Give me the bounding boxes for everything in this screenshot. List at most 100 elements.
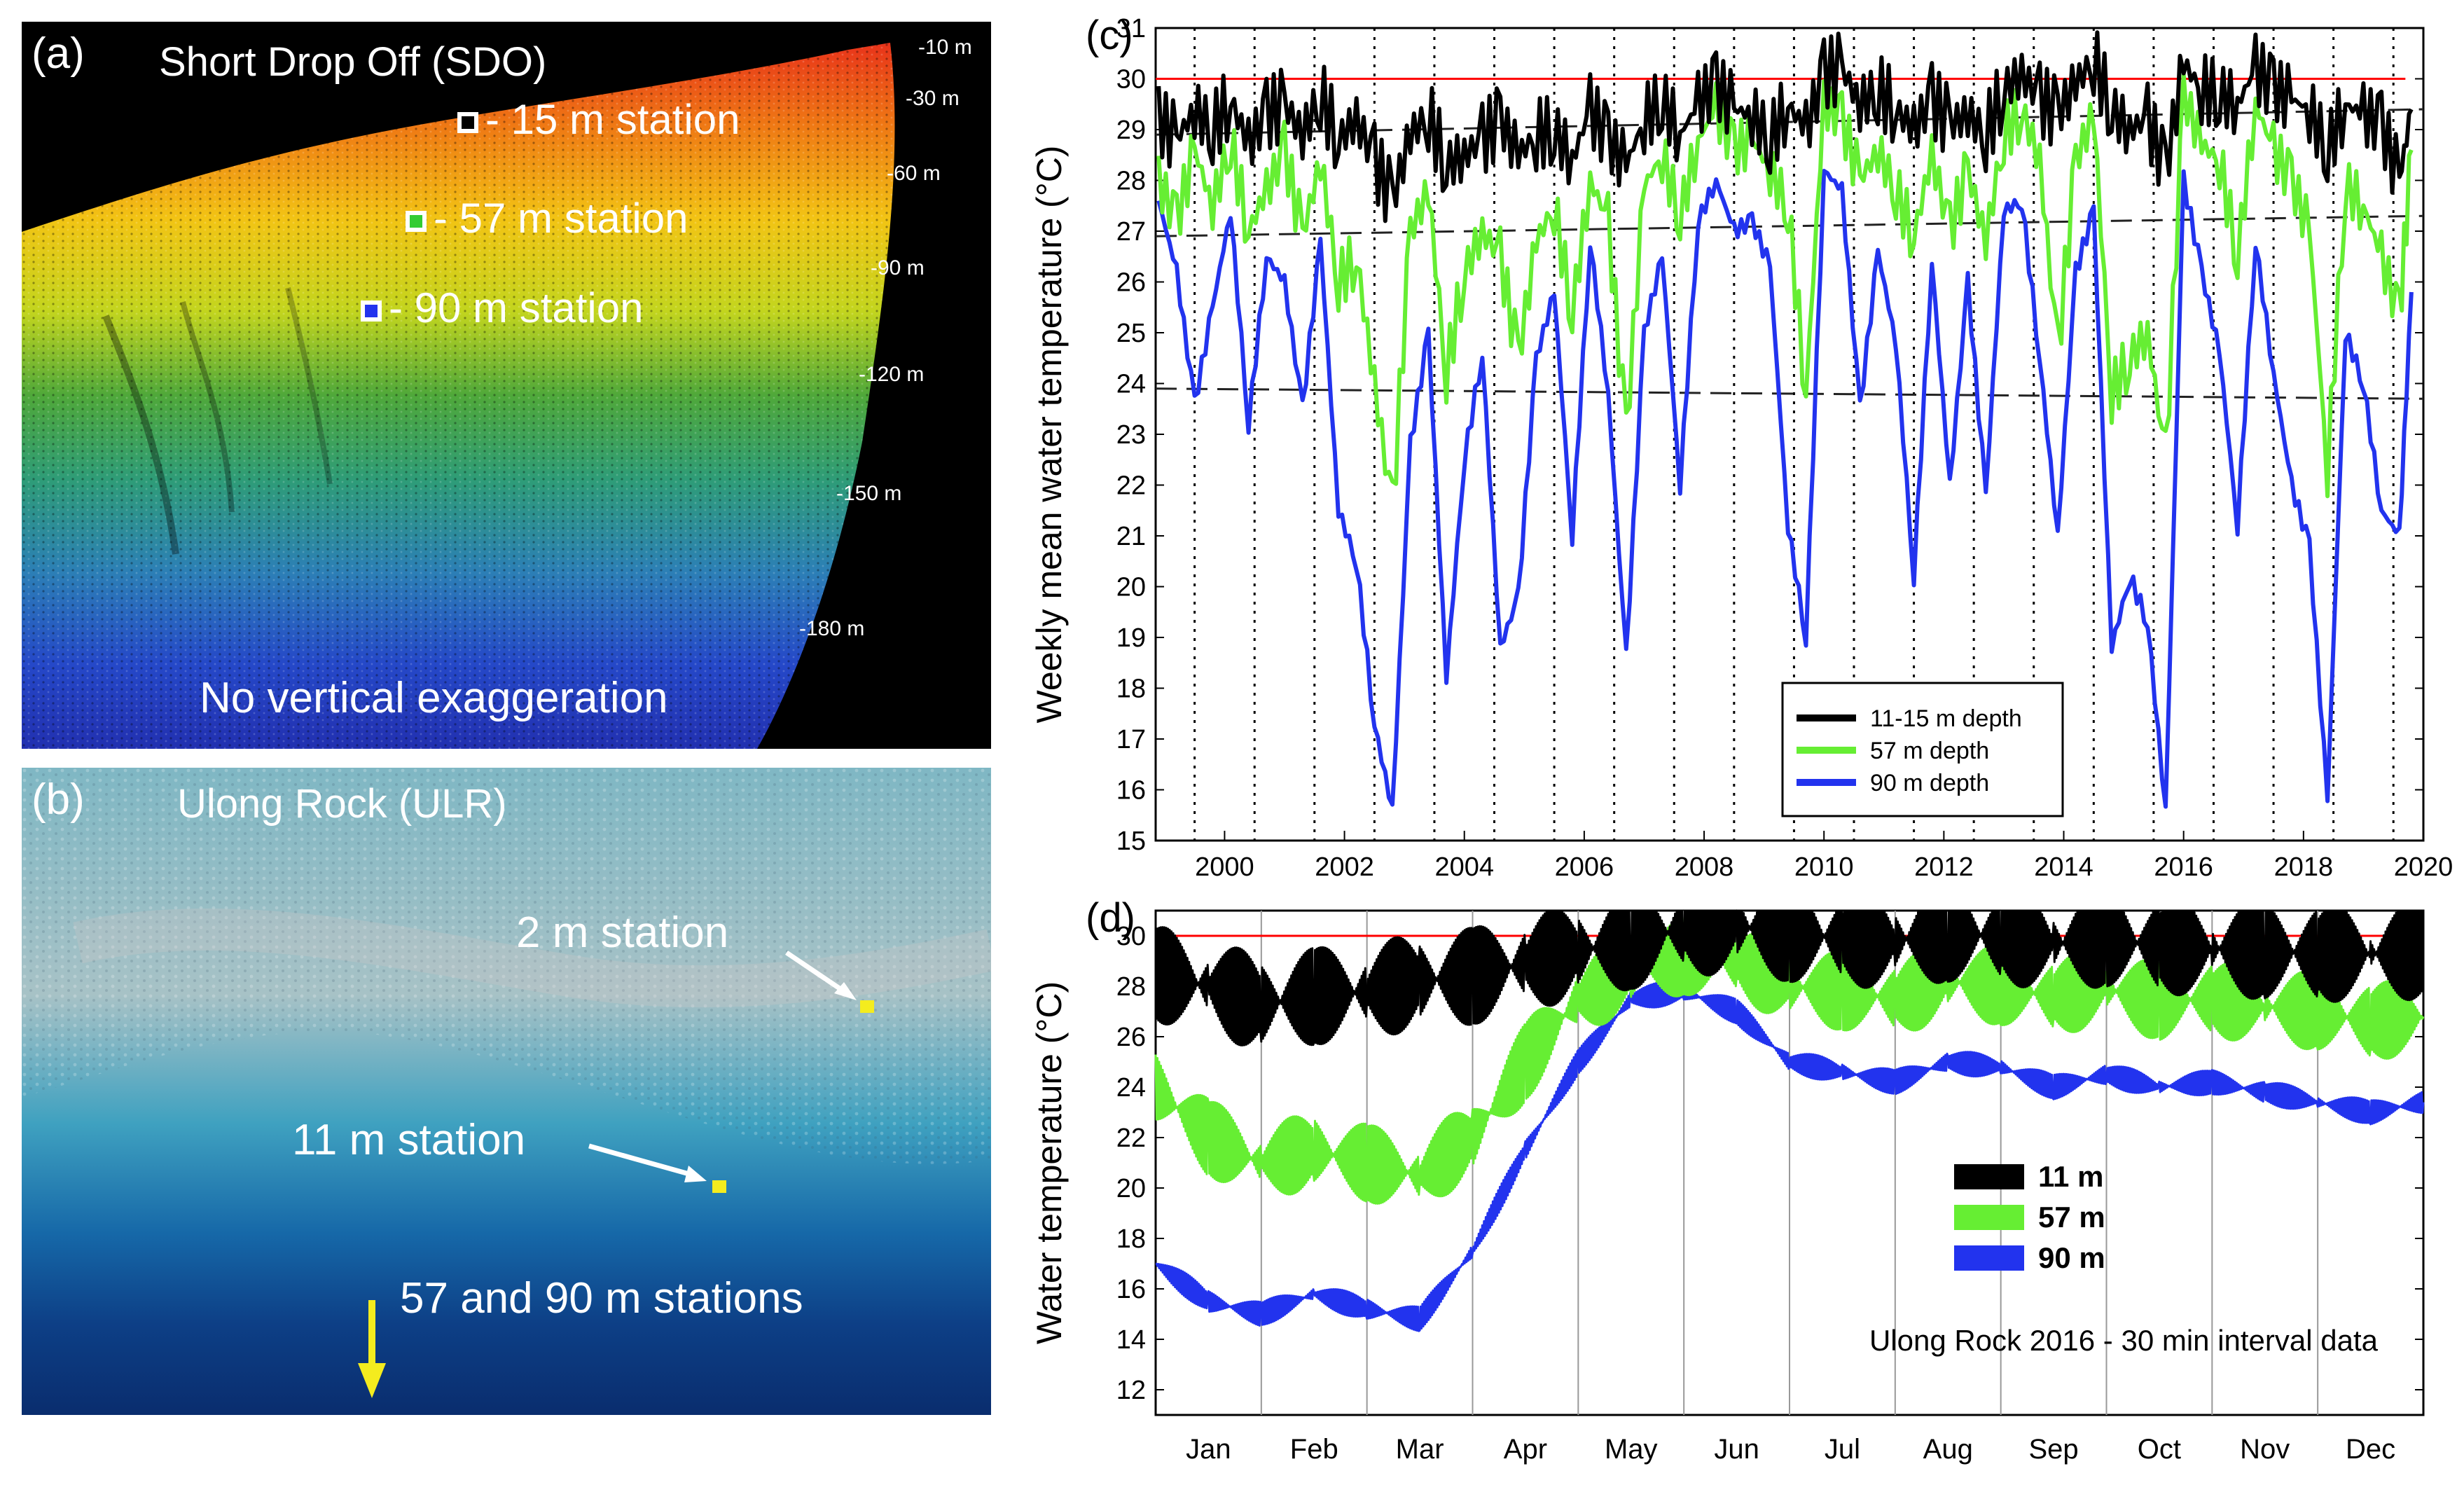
x-tick-label: Dec xyxy=(2346,1434,2395,1465)
legend-entry: 11 m xyxy=(2038,1160,2103,1193)
y-tick-label: 26 xyxy=(1116,1023,1146,1052)
y-tick-label: 30 xyxy=(1116,65,1146,95)
series-line-11-15-m-depth xyxy=(1156,30,2414,223)
legend-swatch xyxy=(1954,1164,2024,1189)
station-11m-label: 11 m station xyxy=(292,1116,526,1164)
y-tick-label: 19 xyxy=(1116,623,1146,653)
depth-label-180: -180 m xyxy=(799,617,865,640)
y-tick-label: 24 xyxy=(1116,1073,1146,1103)
x-tick-label: 2004 xyxy=(1434,852,1494,882)
arrow-11m-icon xyxy=(588,1143,695,1178)
y-tick-label: 30 xyxy=(1116,922,1146,951)
x-tick-label: Jul xyxy=(1825,1434,1860,1465)
x-tick-label: Jun xyxy=(1714,1434,1759,1465)
x-tick-label: 2010 xyxy=(1794,852,1854,882)
y-tick-label: 28 xyxy=(1116,167,1146,196)
x-tick-label: 2018 xyxy=(2274,852,2334,882)
x-tick-label: Mar xyxy=(1396,1434,1444,1465)
x-tick-label: 2000 xyxy=(1195,852,1254,882)
depth-label-10: -10 m xyxy=(918,36,972,59)
y-tick-label: 28 xyxy=(1116,972,1146,1002)
station-57m: - 57 m station xyxy=(406,194,688,242)
y-tick-label: 27 xyxy=(1116,217,1146,247)
y-tick-label: 20 xyxy=(1116,1174,1146,1203)
station-90m: - 90 m station xyxy=(361,284,644,332)
legend-entry: 90 m xyxy=(2038,1241,2105,1274)
y-tick-label: 29 xyxy=(1116,116,1146,145)
station-2m-marker-icon xyxy=(860,1000,874,1013)
x-tick-label: Nov xyxy=(2240,1434,2290,1465)
panel-a-title: Short Drop Off (SDO) xyxy=(159,39,547,85)
panel-a-terrain xyxy=(22,43,895,749)
y-tick-label: 23 xyxy=(1116,420,1146,450)
y-tick-label: 16 xyxy=(1116,776,1146,806)
legend-entry: 90 m depth xyxy=(1870,770,1989,796)
series-line-11-m xyxy=(1154,909,2425,1047)
legend-swatch xyxy=(1954,1205,2024,1230)
station-90m-marker-icon xyxy=(361,301,382,322)
series-line-90-m-depth xyxy=(1156,169,2414,809)
y-tick-label: 22 xyxy=(1116,1124,1146,1153)
chart-c-weekly-temperature: (c) 15 16 17 18 19 20 21 22 23 24 25 26 27 28 29 30 31 Wee… xyxy=(1030,13,2453,882)
panel-a-bathymetry: (a) Short Drop Off (SDO) -10 m -30 m -60… xyxy=(22,22,991,749)
station-15m-label: - 15 m station xyxy=(485,96,740,143)
series-line-57-m-depth xyxy=(1156,72,2414,499)
chart-d-annotation: Ulong Rock 2016 - 30 min interval data xyxy=(1869,1324,2379,1357)
panel-a-label: (a) xyxy=(32,29,85,78)
y-tick-label: 20 xyxy=(1116,573,1146,602)
chart-d-ulong-rock-2016: (d) 12 14 16 18 20 22 24 26 28 30 Water temperature… xyxy=(1030,895,2425,1465)
x-tick-label: Jan xyxy=(1186,1434,1231,1465)
chart-panel-label: (d) xyxy=(1086,895,1135,941)
y-tick-label: 26 xyxy=(1116,268,1146,298)
chart-panel-label: (c) xyxy=(1086,13,1133,58)
y-tick-label: 22 xyxy=(1116,471,1146,501)
depth-label-30: -30 m xyxy=(906,87,960,110)
legend-entry: 57 m xyxy=(2038,1201,2105,1234)
x-tick-label: May xyxy=(1605,1434,1658,1465)
x-tick-label: Aug xyxy=(1923,1434,1973,1465)
y-tick-label: 24 xyxy=(1116,370,1146,399)
x-tick-label: Apr xyxy=(1504,1434,1547,1465)
station-57m-label: - 57 m station xyxy=(434,195,688,242)
panel-a-note: No vertical exaggeration xyxy=(200,674,668,722)
panel-b-aerial: (b) Ulong Rock (ULR) 2 m station 11 m st… xyxy=(22,768,991,1415)
station-90m-label: - 90 m station xyxy=(389,284,644,331)
x-tick-label: 2014 xyxy=(2034,852,2093,882)
arrow-2m-icon xyxy=(785,951,848,995)
stations-57-90m-label: 57 and 90 m stations xyxy=(400,1274,803,1322)
x-tick-label: Feb xyxy=(1290,1434,1338,1465)
station-15m-marker-icon xyxy=(457,112,478,134)
y-tick-label: 17 xyxy=(1116,725,1146,754)
x-tick-label: Sep xyxy=(2028,1434,2078,1465)
y-tick-label: 15 xyxy=(1116,827,1146,856)
x-tick-label: 2016 xyxy=(2154,852,2213,882)
y-axis-label: Weekly mean water temperature (°C) xyxy=(1030,146,1069,724)
x-tick-label: 2012 xyxy=(1914,852,1974,882)
panel-b-label: (b) xyxy=(32,775,85,824)
y-tick-label: 18 xyxy=(1116,1224,1146,1254)
station-15m: - 15 m station xyxy=(457,95,740,144)
y-tick-label: 21 xyxy=(1116,522,1146,551)
trend-line xyxy=(1155,108,2424,136)
legend-entry: 11-15 m depth xyxy=(1870,705,2022,732)
legend-entry: 57 m depth xyxy=(1870,738,1989,764)
station-57m-marker-icon xyxy=(406,211,427,233)
y-tick-label: 16 xyxy=(1116,1275,1146,1304)
trend-line xyxy=(1155,387,2424,400)
station-2m-label: 2 m station xyxy=(516,909,729,957)
y-tick-label: 31 xyxy=(1116,14,1146,43)
x-tick-label: 2006 xyxy=(1555,852,1614,882)
y-tick-label: 12 xyxy=(1116,1376,1146,1405)
panel-b-photo xyxy=(22,768,991,1415)
depth-label-150: -150 m xyxy=(836,482,902,505)
panel-b-title: Ulong Rock (ULR) xyxy=(177,781,507,827)
y-tick-label: 25 xyxy=(1116,319,1146,348)
station-11m-marker-icon xyxy=(712,1180,726,1193)
x-tick-label: Oct xyxy=(2138,1434,2181,1465)
depth-label-60: -60 m xyxy=(887,162,941,185)
series-line-90-m xyxy=(1155,981,2425,1332)
y-tick-label: 18 xyxy=(1116,675,1146,704)
x-tick-label: 2020 xyxy=(2394,852,2453,882)
y-axis-label: Water temperature (°C) xyxy=(1030,981,1069,1344)
depth-label-90: -90 m xyxy=(871,256,925,279)
